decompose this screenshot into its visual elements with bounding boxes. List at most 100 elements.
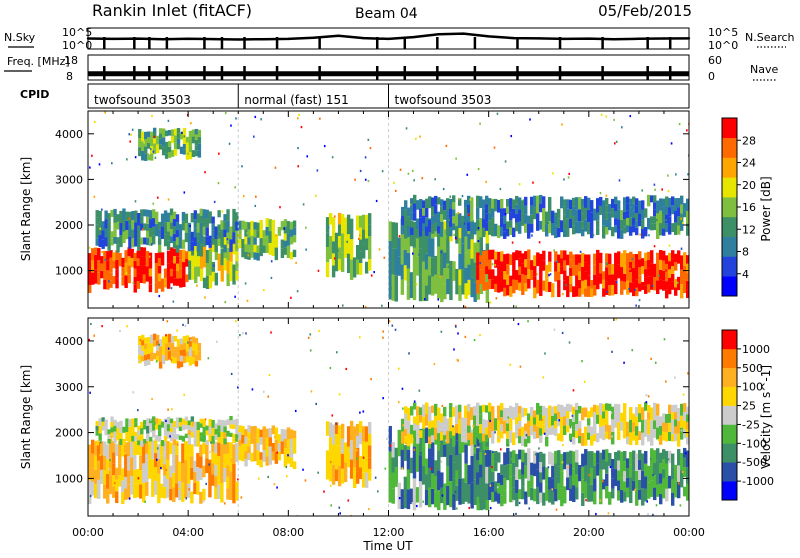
velocity-cell: [488, 402, 492, 412]
power-speck: [323, 144, 326, 148]
power-cell: [163, 268, 168, 278]
velocity-cell: [638, 489, 642, 500]
noise-point: [312, 36, 315, 39]
velocity-cell: [443, 435, 447, 445]
velocity-cell: [500, 495, 504, 507]
power-colorbar-label: 4: [742, 268, 749, 281]
velocity-cell: [578, 428, 582, 436]
power-speck: [228, 142, 231, 145]
power-cell: [659, 259, 663, 270]
velocity-cell: [491, 491, 495, 503]
velocity-cell: [238, 432, 242, 440]
power-cell: [668, 207, 672, 217]
velocity-speck: [568, 341, 571, 344]
power-cell: [169, 268, 174, 277]
freq-gap-tick: [148, 66, 151, 80]
power-cell: [119, 210, 123, 223]
power-cell: [512, 199, 516, 209]
power-cell: [587, 197, 591, 210]
power-cell: [446, 263, 450, 279]
power-cell: [349, 239, 354, 260]
velocity-cell: [388, 425, 392, 452]
velocity-cell: [223, 426, 227, 433]
velocity-cell: [412, 478, 417, 495]
power-cell: [427, 237, 432, 257]
power-cell: [680, 255, 684, 270]
velocity-speck: [137, 477, 140, 480]
velocity-cell: [677, 449, 681, 466]
power-cell: [166, 250, 171, 264]
power-cell: [280, 248, 285, 258]
velocity-cell: [491, 471, 495, 482]
power-speck: [130, 133, 133, 136]
power-speck: [359, 169, 362, 173]
power-cell: [650, 250, 654, 264]
velocity-speck: [681, 470, 684, 474]
power-cell: [148, 268, 153, 277]
power-cell: [220, 220, 224, 230]
velocity-cell: [548, 427, 552, 436]
velocity-speck: [165, 459, 167, 462]
velocity-cell: [202, 419, 206, 427]
velocity-cell: [515, 431, 519, 439]
power-cell: [104, 210, 108, 220]
velocity-cell: [560, 429, 564, 442]
power-speck: [597, 208, 600, 212]
velocity-cell: [217, 470, 221, 485]
power-cell: [608, 221, 612, 231]
velocity-cell: [196, 421, 200, 431]
velocity-cell: [400, 449, 405, 470]
velocity-cell: [91, 453, 95, 468]
velocity-cell: [413, 416, 417, 424]
power-cell: [431, 197, 435, 207]
velocity-speck: [310, 390, 313, 393]
velocity-cell: [167, 351, 172, 360]
power-cell: [482, 250, 486, 265]
velocity-cell: [184, 441, 188, 461]
power-speck: [381, 304, 383, 307]
power-cell: [662, 280, 666, 291]
power-cell: [680, 222, 684, 231]
velocity-speck: [477, 437, 480, 440]
velocity-cell: [94, 469, 98, 484]
power-cell: [349, 259, 354, 280]
power-cell: [150, 153, 154, 161]
velocity-cell: [292, 461, 297, 470]
power-cell: [169, 208, 174, 216]
velocity-cell: [602, 449, 606, 460]
velocity-cell: [605, 403, 609, 411]
power-cell: [136, 258, 141, 266]
power-speck: [609, 267, 612, 271]
velocity-cell: [488, 420, 492, 430]
power-speck: [613, 118, 615, 121]
velocity-cell: [611, 406, 615, 420]
noise-point: [287, 37, 290, 41]
power-cell: [656, 280, 660, 295]
velocity-cell: [409, 488, 414, 505]
velocity-cell: [144, 349, 148, 355]
power-cell: [361, 243, 366, 259]
power-speck: [246, 231, 248, 235]
velocity-cell: [614, 451, 618, 470]
velocity-cell: [608, 491, 612, 505]
power-cell: [394, 248, 399, 276]
velocity-colorbar-cell: [722, 462, 737, 482]
power-cell: [253, 222, 257, 230]
power-speck: [134, 200, 137, 203]
velocity-cell: [542, 466, 546, 480]
velocity-cell: [500, 431, 504, 439]
cpid-panel: CPID twofsound 3503 normal (fast) 151 twof…: [20, 83, 690, 109]
velocity-cell: [229, 471, 233, 486]
power-cell: [157, 244, 162, 253]
power-speck: [226, 238, 229, 241]
power-cell: [166, 222, 171, 232]
power-colorbar-cell: [722, 137, 737, 158]
power-speck: [213, 264, 215, 267]
velocity-cell: [593, 478, 597, 492]
velocity-cell: [188, 346, 193, 357]
power-cell: [122, 208, 126, 220]
velocity-cell: [194, 343, 199, 350]
velocity-cell: [572, 485, 576, 503]
power-colorbar-cell: [722, 216, 737, 237]
velocity-speck: [389, 444, 392, 447]
